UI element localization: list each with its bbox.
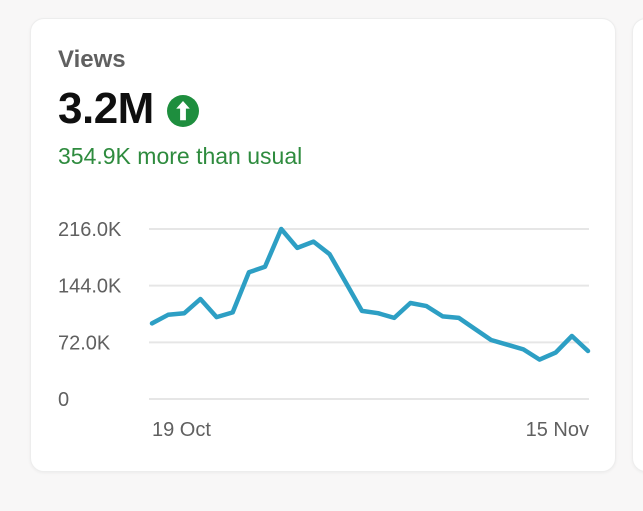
metric-row: 3.2M bbox=[58, 84, 615, 133]
card-title: Views bbox=[58, 46, 126, 73]
y-axis-tick-label: 216.0K bbox=[58, 219, 122, 241]
views-metric-card[interactable]: Views 3.2M 354.9K more than usual 216.0K… bbox=[30, 18, 616, 472]
trend-up-icon bbox=[166, 95, 199, 127]
y-axis-tick-label: 144.0K bbox=[58, 276, 122, 298]
metric-value: 3.2M bbox=[58, 84, 154, 133]
x-axis-tick-label: 19 Oct bbox=[152, 419, 211, 441]
views-series-line bbox=[149, 226, 591, 362]
adjacent-card-edge[interactable] bbox=[632, 18, 643, 472]
delta-text: 354.9K more than usual bbox=[58, 143, 303, 169]
y-axis-tick-label: 72.0K bbox=[58, 332, 111, 354]
views-line-chart[interactable]: 216.0K 144.0K 72.0K 0 19 Oct 15 Nov bbox=[31, 214, 617, 459]
y-axis-tick-label: 0 bbox=[58, 389, 69, 411]
x-axis-tick-label: 15 Nov bbox=[526, 419, 589, 441]
